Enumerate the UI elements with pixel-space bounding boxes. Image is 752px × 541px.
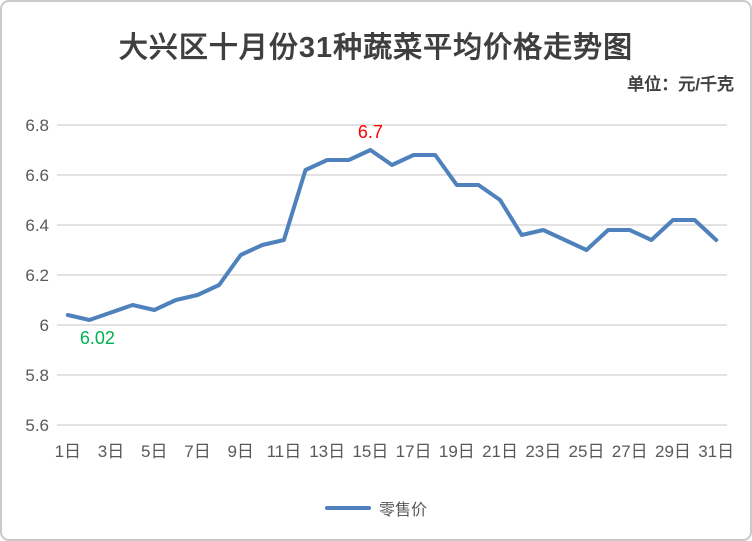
- x-axis-tick-label: 7日: [184, 442, 210, 461]
- y-axis-tick-label: 6.2: [25, 266, 49, 285]
- x-axis-tick-label: 15日: [352, 442, 388, 461]
- y-axis-tick-label: 5.8: [25, 366, 49, 385]
- x-axis-tick-label: 25日: [569, 442, 605, 461]
- x-axis-tick-label: 27日: [612, 442, 648, 461]
- unit-label: 单位：元/千克: [627, 75, 734, 94]
- x-axis-tick-label: 19日: [439, 442, 475, 461]
- x-axis-tick-label: 3日: [98, 442, 124, 461]
- x-axis-tick-label: 21日: [482, 442, 518, 461]
- legend-line-swatch: [324, 506, 371, 510]
- x-axis-tick-label: 23日: [525, 442, 561, 461]
- chart-title: 大兴区十月份31种蔬菜平均价格走势图: [118, 32, 634, 64]
- x-axis-tick-label: 31日: [698, 442, 734, 461]
- data-label: 6.7: [358, 122, 383, 142]
- x-axis-tick-label: 9日: [227, 442, 253, 461]
- x-axis-tick-label: 5日: [141, 442, 167, 461]
- x-axis-tick-label: 29日: [655, 442, 691, 461]
- retail-price-line: [65, 148, 719, 322]
- x-axis-tick-label: 17日: [396, 442, 432, 461]
- x-axis-tick-label: 13日: [309, 442, 345, 461]
- legend-series-label: 零售价: [378, 502, 427, 519]
- y-axis-tick-label: 6.4: [25, 216, 49, 235]
- y-axis-tick-label: 5.6: [25, 416, 49, 435]
- data-label: 6.02: [80, 328, 115, 348]
- legend: 零售价: [2, 496, 750, 520]
- y-axis-tick-label: 6.8: [25, 116, 49, 135]
- y-axis-tick-label: 6.6: [25, 166, 49, 185]
- x-axis-tick-label: 11日: [267, 442, 302, 461]
- y-axis-tick-label: 6: [40, 316, 49, 335]
- x-axis-tick-label: 1日: [55, 442, 81, 461]
